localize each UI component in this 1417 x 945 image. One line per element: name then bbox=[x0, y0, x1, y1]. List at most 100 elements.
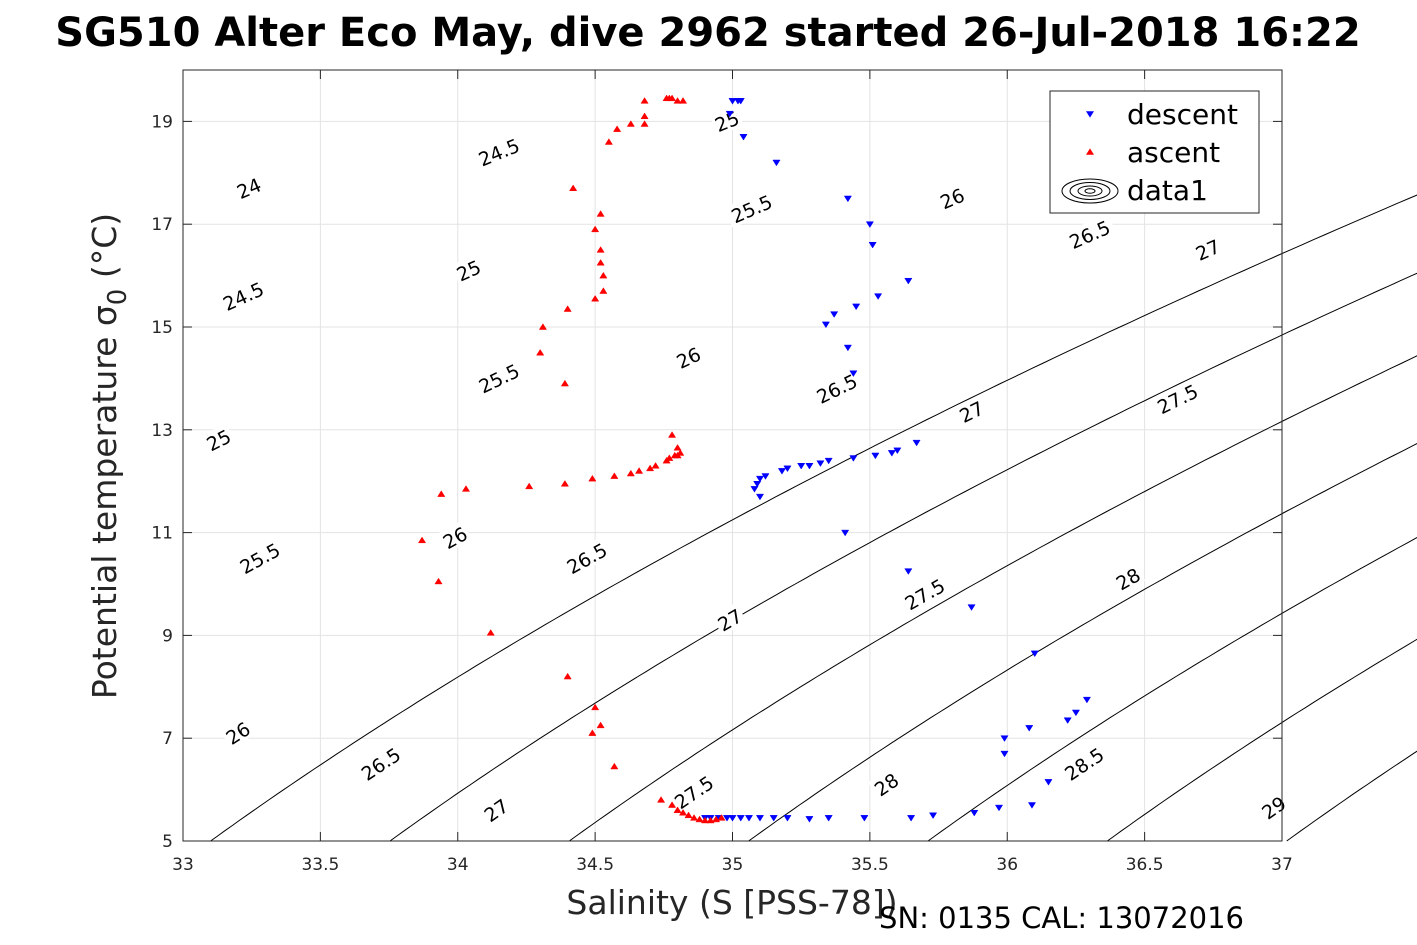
descent-marker bbox=[994, 804, 1004, 812]
ascent-marker bbox=[486, 629, 495, 636]
ascent-marker bbox=[417, 536, 427, 544]
contour-label: 29 bbox=[1258, 792, 1290, 824]
descent-marker bbox=[755, 493, 765, 501]
legend-descent-label: descent bbox=[1127, 98, 1238, 131]
ascent-marker bbox=[668, 431, 677, 438]
descent-marker bbox=[860, 815, 869, 822]
x-tick-label: 36 bbox=[996, 855, 1018, 875]
y-axis-label-prefix: Potential temperature bbox=[85, 326, 124, 699]
contour-label-bg bbox=[934, 181, 970, 214]
contour-label-bg bbox=[711, 602, 747, 636]
ascent-marker bbox=[678, 809, 688, 816]
descent-marker bbox=[830, 311, 839, 318]
x-tick-label: 33 bbox=[172, 855, 194, 875]
contour-label-bg bbox=[1056, 740, 1111, 787]
ascent-marker bbox=[676, 449, 685, 456]
contour-label: 24.5 bbox=[476, 135, 524, 172]
legend-data1-label: data1 bbox=[1127, 174, 1208, 207]
descent-marker bbox=[874, 293, 883, 300]
ascent-marker bbox=[596, 210, 605, 217]
descent-marker bbox=[929, 812, 938, 820]
contour-label: 26 bbox=[222, 718, 254, 750]
y-tick-label: 5 bbox=[162, 832, 173, 852]
contour-line-26-5 bbox=[1107, 638, 1417, 842]
contour-label: 24.5 bbox=[220, 278, 268, 316]
x-tick-label: 34 bbox=[447, 855, 469, 875]
descent-marker bbox=[868, 241, 877, 249]
contour-label-bg bbox=[200, 423, 236, 456]
ascent-marker bbox=[536, 348, 545, 356]
descent-marker bbox=[736, 815, 745, 822]
x-tick-label: 34.5 bbox=[576, 855, 614, 875]
contour-label: 24 bbox=[234, 174, 265, 204]
contour-label-bg bbox=[1110, 561, 1146, 595]
ascent-marker bbox=[588, 474, 597, 482]
ascent-marker bbox=[640, 112, 649, 120]
contour-line-25-5 bbox=[748, 443, 1417, 842]
legend-box bbox=[1049, 90, 1260, 214]
contour-label: 26 bbox=[673, 344, 704, 374]
descent-marker bbox=[852, 303, 861, 311]
y-axis-label-symbol: σ bbox=[85, 305, 124, 326]
descent-marker bbox=[824, 815, 833, 822]
descent-marker bbox=[816, 460, 825, 467]
descent-marker bbox=[841, 529, 850, 537]
ascent-marker bbox=[670, 451, 679, 459]
y-tick-label: 9 bbox=[162, 626, 173, 646]
contour-line-26 bbox=[927, 536, 1417, 842]
contour-label-bg bbox=[1149, 377, 1205, 419]
legend-ascent-marker bbox=[1086, 148, 1094, 155]
descent-marker bbox=[824, 457, 833, 465]
ascent-marker bbox=[673, 444, 682, 451]
axis-ticks: 33 33.5 34 34.5 35 35.5 36 36.5 37 5 7 9 11 13 15 17 19 bbox=[151, 70, 1293, 875]
ascent-marker bbox=[640, 120, 649, 127]
ascent-marker bbox=[569, 184, 578, 191]
data-series bbox=[417, 94, 1091, 824]
descent-marker bbox=[1044, 779, 1053, 786]
descent-marker bbox=[728, 98, 737, 105]
descent-marker bbox=[772, 159, 781, 167]
contour-line-27 bbox=[1286, 750, 1417, 842]
chart-title: SG510 Alter Eco May, dive 2962 started 2… bbox=[55, 10, 1360, 56]
y-tick-label: 7 bbox=[162, 729, 173, 749]
contour-label-bg bbox=[232, 535, 287, 580]
y-tick-label: 11 bbox=[151, 524, 173, 544]
ascent-marker bbox=[596, 721, 605, 729]
ascent-marker bbox=[678, 97, 688, 104]
contour-label-bg bbox=[219, 715, 256, 750]
descent-marker bbox=[797, 463, 806, 470]
contour-label-bg bbox=[1190, 233, 1225, 265]
ascent-marker bbox=[599, 271, 608, 279]
ascent-legend-triangle bbox=[1086, 148, 1094, 155]
ascent-marker bbox=[599, 287, 608, 294]
contour-label-bg bbox=[666, 768, 721, 815]
series-ascent bbox=[417, 94, 726, 824]
contour-label: 25 bbox=[203, 426, 235, 457]
y-axis-label: Potential temperature σ0 (°C) bbox=[85, 213, 133, 699]
descent-marker bbox=[849, 370, 858, 377]
contour-label-bg bbox=[353, 740, 408, 787]
legend: descent ascent data1 bbox=[1049, 90, 1260, 214]
descent-marker bbox=[821, 321, 830, 329]
ascent-marker bbox=[591, 295, 600, 302]
descent-marker bbox=[736, 98, 745, 105]
contour-label: 27 bbox=[956, 397, 987, 427]
contour-label-bg bbox=[897, 571, 952, 616]
descent-marker bbox=[967, 604, 976, 611]
ascent-marker bbox=[640, 97, 649, 104]
ascent-marker bbox=[560, 480, 569, 487]
ascent-marker bbox=[434, 577, 443, 585]
legend-contour-icon bbox=[1061, 178, 1119, 204]
ascent-marker bbox=[591, 703, 600, 711]
ascent-marker bbox=[695, 815, 704, 823]
descent-legend-triangle bbox=[1086, 111, 1094, 118]
ascent-marker bbox=[668, 801, 677, 808]
ascent-marker bbox=[689, 814, 699, 821]
ascent-marker bbox=[610, 762, 619, 770]
ascent-marker bbox=[563, 305, 572, 312]
descent-marker bbox=[849, 455, 858, 462]
y-tick-label: 15 bbox=[151, 318, 173, 338]
contour-label: 27 bbox=[714, 605, 746, 636]
descent-marker bbox=[871, 452, 880, 460]
descent-marker bbox=[970, 809, 979, 817]
